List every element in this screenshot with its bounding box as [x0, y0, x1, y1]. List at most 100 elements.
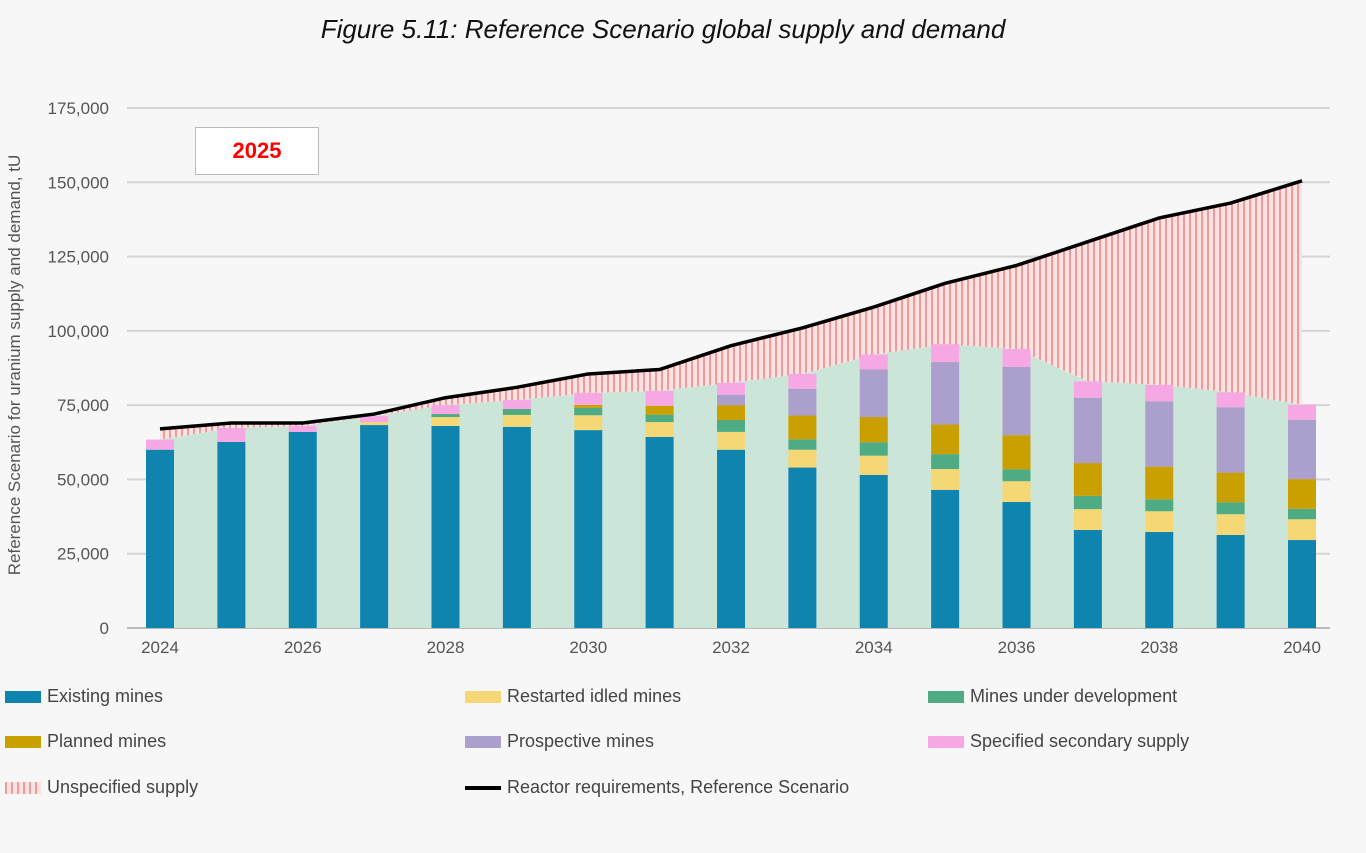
bar-prospective-mines-2040	[1288, 419, 1316, 480]
bar-specified-secondary-supply-2029	[502, 400, 531, 410]
bar-existing-mines-2029	[502, 426, 531, 628]
bar-prospective-mines-2038	[1145, 401, 1174, 467]
legend-swatch	[5, 690, 41, 703]
x-tick-label: 2036	[998, 638, 1036, 657]
y-tick-label: 75,000	[57, 396, 109, 415]
y-tick-label: 25,000	[57, 545, 109, 564]
bar-specified-secondary-supply-2026	[288, 425, 317, 432]
legend-item: Existing mines	[5, 686, 163, 707]
legend-swatch	[465, 690, 501, 703]
bar-existing-mines-2031	[645, 436, 674, 628]
bar-restarted-idled-mines-2040	[1288, 519, 1316, 541]
bar-restarted-idled-mines-2028	[431, 417, 460, 426]
bar-existing-mines-2032	[717, 449, 745, 628]
legend-label: Prospective mines	[507, 731, 655, 751]
year-annotation-box: 2025	[195, 127, 319, 175]
reactor-requirements-line	[159, 179, 1303, 431]
bar-existing-mines-2034	[859, 474, 888, 628]
y-tick-label: 100,000	[48, 322, 109, 341]
bar-existing-mines-2036	[1002, 502, 1031, 628]
bar-specified-secondary-supply-2038	[1145, 384, 1174, 402]
legend-item: Prospective mines	[465, 731, 654, 752]
bar-restarted-idled-mines-2029	[502, 414, 531, 427]
legend-item: Unspecified supply	[5, 777, 198, 798]
bar-mines-under-development-2034	[859, 442, 888, 456]
legend-swatch	[928, 690, 964, 703]
x-tick-label: 2026	[284, 638, 322, 657]
bar-mines-under-development-2031	[645, 414, 674, 423]
bar-existing-mines-2026	[288, 431, 317, 628]
bar-specified-secondary-supply-2036	[1002, 348, 1031, 367]
x-tick-label: 2032	[712, 638, 750, 657]
bar-prospective-mines-2035	[931, 362, 960, 425]
bar-specified-secondary-supply-2028	[431, 405, 460, 415]
bar-mines-under-development-2028	[431, 414, 460, 418]
legend-label: Reactor requirements, Reference Scenario	[507, 777, 850, 797]
bar-specified-secondary-supply-2034	[859, 354, 888, 370]
bar-prospective-mines-2036	[1002, 366, 1031, 436]
bar-planned-mines-2031	[645, 405, 674, 415]
bar-mines-under-development-2033	[788, 439, 817, 450]
legend-item: Mines under development	[928, 686, 1177, 707]
bar-mines-under-development-2038	[1145, 499, 1174, 512]
bar-restarted-idled-mines-2031	[645, 422, 674, 437]
legend-label: Unspecified supply	[47, 777, 199, 797]
legend-swatch	[928, 735, 964, 748]
bar-restarted-idled-mines-2038	[1145, 511, 1174, 533]
unspecified-supply-area	[160, 180, 1302, 440]
bar-existing-mines-2035	[931, 489, 960, 628]
bar-planned-mines-2036	[1002, 435, 1031, 470]
bar-specified-secondary-supply-2024	[146, 439, 174, 450]
bar-existing-mines-2025	[217, 441, 246, 628]
bar-planned-mines-2034	[859, 417, 888, 443]
bar-prospective-mines-2039	[1216, 407, 1245, 473]
bar-restarted-idled-mines-2036	[1002, 481, 1031, 503]
bar-specified-secondary-supply-2032	[717, 382, 745, 395]
bar-specified-secondary-supply-2037	[1073, 381, 1102, 398]
legend-item: Planned mines	[5, 731, 166, 752]
bar-mines-under-development-2037	[1073, 495, 1102, 510]
bar-planned-mines-2033	[788, 415, 817, 440]
bar-prospective-mines-2037	[1073, 397, 1102, 464]
bar-existing-mines-2024	[146, 449, 174, 628]
legend-swatch	[5, 781, 41, 794]
legend-item: Restarted idled mines	[465, 686, 681, 707]
bar-existing-mines-2027	[360, 425, 389, 628]
y-tick-label: 125,000	[48, 248, 109, 267]
bar-specified-secondary-supply-2027	[360, 416, 389, 423]
y-tick-label: 175,000	[48, 99, 109, 118]
y-tick-label: 0	[100, 619, 109, 638]
bar-restarted-idled-mines-2035	[931, 469, 960, 490]
bar-mines-under-development-2029	[502, 409, 531, 415]
x-tick-label: 2030	[569, 638, 607, 657]
bar-planned-mines-2038	[1145, 466, 1174, 500]
bar-mines-under-development-2036	[1002, 469, 1031, 482]
bar-specified-secondary-supply-2030	[574, 392, 603, 405]
bar-planned-mines-2032	[717, 405, 745, 420]
bar-mines-under-development-2030	[574, 407, 603, 416]
legend-label: Mines under development	[970, 686, 1178, 706]
x-tick-label: 2024	[141, 638, 179, 657]
legend-label: Restarted idled mines	[507, 686, 682, 706]
bar-restarted-idled-mines-2033	[788, 449, 817, 468]
bar-restarted-idled-mines-2030	[574, 415, 603, 431]
bar-existing-mines-2028	[431, 425, 460, 628]
bar-existing-mines-2038	[1145, 532, 1174, 628]
legend-swatch	[465, 735, 501, 748]
legend-item: Specified secondary supply	[928, 731, 1189, 752]
bar-specified-secondary-supply-2040	[1288, 404, 1316, 420]
bar-mines-under-development-2039	[1216, 502, 1245, 515]
bar-restarted-idled-mines-2027	[360, 422, 389, 426]
bar-planned-mines-2030	[574, 404, 603, 408]
legend-swatch	[465, 785, 501, 790]
bar-existing-mines-2037	[1073, 529, 1102, 628]
legend-label: Planned mines	[47, 731, 167, 751]
legend-swatch	[5, 735, 41, 748]
x-tick-label: 2034	[855, 638, 893, 657]
bar-existing-mines-2039	[1216, 534, 1245, 628]
bar-prospective-mines-2034	[859, 369, 888, 418]
bar-mines-under-development-2035	[931, 454, 960, 470]
bar-planned-mines-2040	[1288, 479, 1316, 509]
bar-planned-mines-2035	[931, 424, 960, 455]
